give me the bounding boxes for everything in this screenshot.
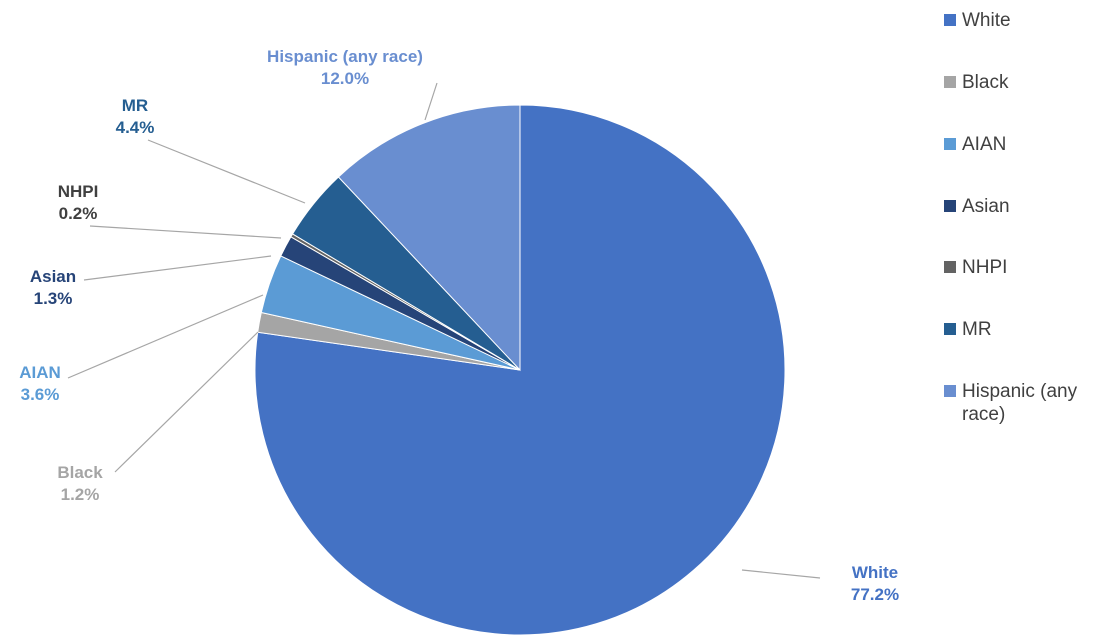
legend-swatch-hispanic-any-race (944, 385, 956, 397)
pie-slice-hispanic-any-race (337, 104, 521, 372)
pie-slice-white (254, 104, 786, 635)
leader-line-white (741, 569, 821, 579)
legend-label-nhpi: NHPI (962, 257, 1007, 278)
leader-line-asian (83, 255, 272, 281)
data-label-mr: MR 4.4% (116, 96, 155, 137)
legend-swatch-mr (944, 323, 956, 335)
leader-lines (67, 82, 821, 579)
legend-label-mr: MR (962, 319, 992, 340)
legend-swatch-aian (944, 138, 956, 150)
legend-item-aian: AIAN (944, 134, 1006, 155)
legend-item-white: White (944, 10, 1011, 31)
legend-item-black: Black (944, 72, 1009, 93)
legend-item-mr: MR (944, 319, 992, 340)
data-label-black: Black 1.2% (57, 463, 103, 504)
legend-label-hispanic-any-race: Hispanic (any race) (962, 381, 1078, 425)
legend-label-aian: AIAN (962, 134, 1006, 155)
legend-label-asian: Asian (962, 196, 1010, 217)
legend-label-black: Black (962, 72, 1009, 93)
legend-swatch-white (944, 14, 956, 26)
leader-line-aian (67, 294, 264, 379)
leader-line-nhpi (89, 225, 282, 239)
legend-swatch-black (944, 76, 956, 88)
legend-item-asian: Asian (944, 196, 1010, 217)
leader-line-hispanic-any-race (424, 82, 438, 121)
data-labels: White 77.2% Black 1.2% AIAN 3.6% Asian 1.3% NHPI… (19, 47, 899, 604)
legend-label-white: White (962, 10, 1011, 31)
legend: White Black AIAN Asian NHPI MR Hispanic (any ra… (944, 10, 1078, 425)
legend-item-hispanic-any-race: Hispanic (any race) (944, 381, 1078, 425)
data-label-asian: Asian 1.3% (30, 267, 76, 308)
legend-swatch-asian (944, 200, 956, 212)
data-label-aian: AIAN 3.6% (19, 363, 61, 404)
data-label-nhpi: NHPI 0.2% (58, 182, 99, 223)
legend-item-nhpi: NHPI (944, 257, 1007, 278)
data-label-hispanic-any-race: Hispanic (any race) 12.0% (267, 47, 423, 88)
pie-slices (254, 104, 786, 635)
data-label-white: White 77.2% (851, 563, 899, 604)
legend-swatch-nhpi (944, 261, 956, 273)
leader-line-black (114, 331, 259, 473)
leader-line-mr (147, 139, 306, 204)
